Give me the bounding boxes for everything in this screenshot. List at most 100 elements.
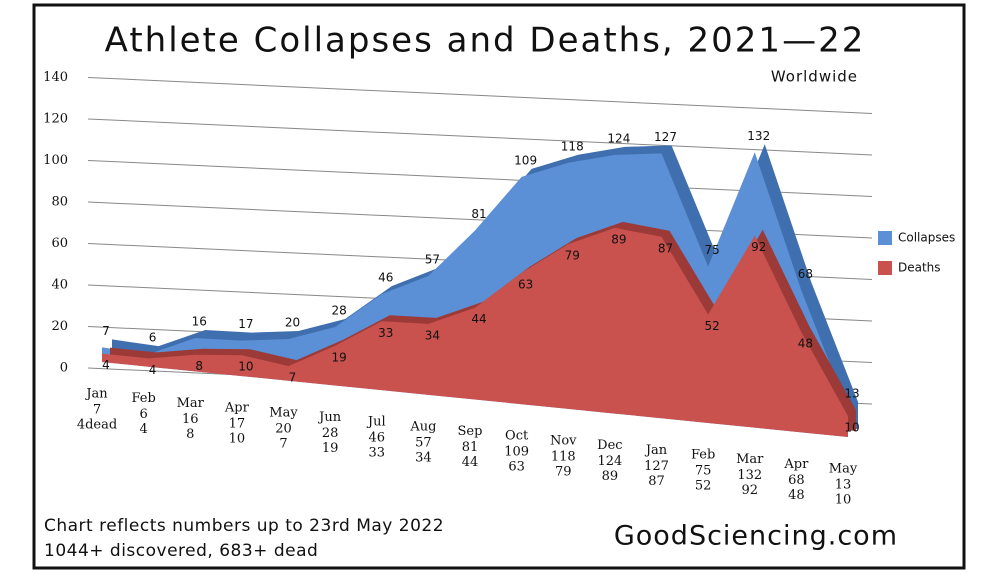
x-value-label: 79: [555, 464, 572, 479]
x-value-label: 68: [788, 473, 805, 488]
y-tick-label: 140: [43, 70, 68, 85]
x-tick-label: Jun: [317, 410, 342, 425]
x-tick-label: Apr: [224, 401, 250, 416]
annotation: Chart reflects numbers up to 23rd May 20…: [44, 516, 444, 536]
data-label: 4: [149, 363, 157, 377]
data-label: 118: [561, 139, 584, 153]
data-label: 17: [238, 317, 253, 331]
x-tick-label: Mar: [177, 396, 205, 411]
x-value-label: 28: [322, 426, 339, 441]
chart-subtitle: Worldwide: [771, 68, 858, 86]
data-label: 4: [102, 358, 110, 372]
x-tick-label: Jan: [84, 387, 108, 402]
frame: [32, 3, 966, 570]
legend-label: Deaths: [898, 261, 941, 275]
x-value-label: 13: [835, 478, 852, 493]
x-value-label: 89: [602, 469, 619, 484]
area: [102, 227, 848, 437]
y-tick-label: 80: [51, 194, 68, 209]
x-value-label: 52: [695, 478, 712, 493]
x-value-label: 46: [368, 431, 385, 446]
data-label: 109: [514, 153, 537, 167]
x-value-label: 4dead: [77, 418, 117, 433]
x-value-label: 4: [139, 422, 147, 437]
x-value-label: 92: [741, 483, 758, 498]
data-label: 20: [285, 316, 300, 330]
data-label: 89: [611, 232, 626, 246]
x-tick-label: Feb: [131, 391, 155, 406]
data-label: 33: [378, 326, 393, 340]
y-tick-label: 20: [51, 319, 68, 334]
data-label: 75: [704, 243, 719, 257]
data-label: 132: [747, 129, 770, 143]
chart-title: Athlete Collapses and Deaths, 2021—22: [105, 21, 866, 61]
legend-label: Collapses: [898, 231, 955, 245]
x-tick-label: Jul: [366, 415, 386, 430]
x-tick-label: Aug: [409, 419, 436, 434]
data-label: 10: [238, 360, 253, 374]
data-label: 19: [331, 350, 346, 364]
y-tick-label: 100: [43, 153, 68, 168]
x-value-label: 17: [229, 417, 246, 432]
data-label: 44: [471, 312, 486, 326]
x-tick-label: Jan: [644, 443, 668, 458]
x-tick-label: May: [269, 405, 298, 420]
data-label: 63: [518, 277, 533, 291]
x-tick-label: Feb: [691, 447, 715, 462]
data-label: 8: [195, 359, 203, 373]
x-tick-label: Dec: [597, 438, 622, 453]
x-value-label: 87: [648, 474, 665, 489]
x-value-label: 57: [415, 435, 432, 450]
legend-swatch: [878, 231, 892, 245]
x-tick-label: Nov: [550, 433, 577, 448]
x-value-label: 10: [229, 432, 246, 447]
x-value-label: 48: [788, 488, 805, 503]
data-label: 52: [704, 319, 719, 333]
grid-line: [87, 118, 873, 156]
x-value-label: 124: [597, 454, 622, 469]
x-value-label: 63: [508, 460, 525, 475]
data-label: 124: [607, 131, 630, 145]
x-value-label: 19: [322, 441, 339, 456]
data-label: 13: [844, 386, 859, 400]
data-label: 6: [149, 331, 157, 345]
x-value-label: 81: [462, 440, 479, 455]
data-label: 48: [798, 337, 813, 351]
x-value-label: 8: [186, 427, 194, 442]
x-value-label: 44: [462, 455, 479, 470]
data-label: 79: [565, 249, 580, 263]
x-tick-label: Mar: [736, 452, 764, 467]
data-label: 87: [658, 241, 673, 255]
x-value-label: 75: [695, 463, 712, 478]
data-label: 7: [102, 324, 110, 338]
x-tick-label: Oct: [505, 429, 529, 444]
x-value-label: 127: [644, 459, 669, 474]
data-label: 92: [751, 240, 766, 254]
grid-line: [87, 76, 873, 114]
data-label: 127: [654, 130, 677, 144]
x-value-label: 6: [139, 407, 147, 422]
data-label: 7: [289, 371, 297, 385]
x-value-label: 34: [415, 450, 432, 465]
x-tick-label: May: [829, 462, 858, 477]
data-label: 81: [471, 207, 486, 221]
x-value-label: 109: [504, 445, 529, 460]
y-tick-label: 0: [60, 361, 68, 376]
annotation: GoodSciencing.com: [614, 521, 898, 552]
x-tick-label: Apr: [783, 457, 809, 472]
x-value-label: 132: [737, 468, 762, 483]
legend-swatch: [878, 261, 892, 275]
data-label: 34: [425, 328, 440, 342]
x-value-label: 33: [368, 446, 385, 461]
x-value-label: 7: [93, 403, 101, 418]
x-tick-label: Sep: [458, 424, 483, 439]
x-value-label: 118: [551, 449, 576, 464]
data-label: 28: [331, 304, 346, 318]
data-label: 46: [378, 271, 393, 285]
data-label: 68: [798, 267, 813, 281]
y-tick-label: 40: [51, 277, 68, 292]
data-label: 16: [192, 315, 207, 329]
x-value-label: 10: [835, 493, 852, 508]
x-value-label: 16: [182, 412, 199, 427]
x-value-label: 7: [279, 436, 287, 451]
